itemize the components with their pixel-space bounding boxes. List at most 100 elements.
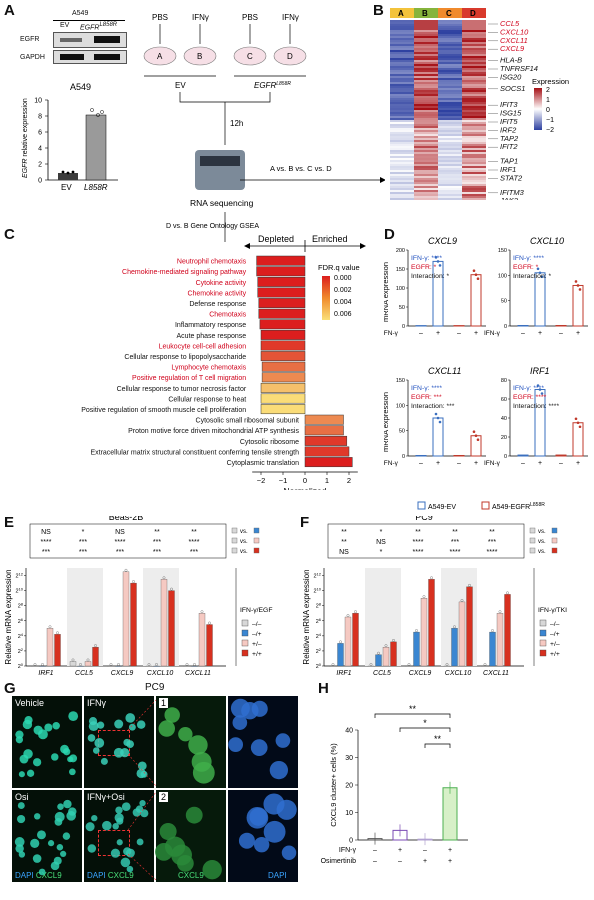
h-sign-ifn: – bbox=[423, 847, 427, 854]
gsea-bar bbox=[259, 319, 306, 330]
cell-nucleus bbox=[177, 854, 194, 872]
cell-nucleus bbox=[85, 822, 95, 832]
d-bar bbox=[534, 272, 546, 327]
cell-nucleus bbox=[112, 823, 119, 830]
heatmap-gene-label: IRF1 bbox=[500, 165, 516, 174]
heatmap-gene-label: ISG15 bbox=[500, 109, 522, 118]
stats-key: vs. bbox=[240, 549, 248, 555]
cell-nucleus bbox=[87, 734, 96, 742]
ef-title: PC9 bbox=[415, 516, 433, 522]
d-y-tick: 0 bbox=[504, 454, 507, 460]
cell-nucleus bbox=[18, 851, 26, 858]
d-stat-text: IFN-γ: **** bbox=[513, 255, 544, 262]
cell-nucleus bbox=[50, 861, 60, 871]
cond-pbs-2: PBS bbox=[242, 13, 258, 22]
bar-title: A549 bbox=[70, 82, 91, 92]
d-x-sign: – bbox=[521, 330, 525, 337]
gsea-bar bbox=[260, 351, 306, 362]
cell-nucleus bbox=[68, 711, 79, 722]
gsea-bar bbox=[261, 372, 306, 383]
stats-key: vs. bbox=[538, 529, 546, 535]
stats-cell: **** bbox=[413, 539, 424, 546]
gsea-bar bbox=[256, 255, 306, 266]
gsea-term-label: Cytokine activity bbox=[196, 280, 247, 287]
heatmap-gene-label: IRF2 bbox=[500, 125, 517, 134]
d-stat-text: EGFR: * bbox=[411, 264, 437, 271]
stats-key: vs. bbox=[538, 549, 546, 555]
d-y-tick: 150 bbox=[396, 378, 405, 384]
ef-bar bbox=[329, 665, 337, 667]
gsea-x-tick: −2 bbox=[257, 476, 266, 485]
cell-nucleus bbox=[159, 823, 177, 841]
bar-l858r bbox=[85, 114, 107, 181]
cell-nucleus bbox=[44, 723, 53, 732]
cell-nucleus bbox=[228, 737, 244, 752]
d-y-tick: 0 bbox=[402, 324, 405, 330]
ef-legend-swatch bbox=[539, 649, 547, 657]
stats-cell: ** bbox=[415, 529, 421, 536]
stats-cell: **** bbox=[450, 549, 461, 556]
h-sign-osi: + bbox=[423, 858, 427, 865]
cell-nucleus bbox=[60, 850, 67, 858]
cell-nucleus bbox=[62, 832, 71, 840]
stats-cell: NS bbox=[41, 529, 51, 536]
heatmap-col-label: D bbox=[470, 9, 476, 18]
stats-cell: **** bbox=[189, 539, 200, 546]
legend-swatch-ev bbox=[417, 501, 426, 510]
stats-cell: * bbox=[82, 529, 85, 536]
ef-bar bbox=[352, 613, 359, 667]
d-y-tick: 50 bbox=[399, 305, 405, 311]
gsea-term-label: Proton motive force driven mitochondrial… bbox=[128, 428, 299, 435]
d-bar bbox=[517, 454, 529, 457]
heatmap-gene-label: TNFRSF14 bbox=[500, 64, 538, 73]
dish-icon bbox=[273, 46, 307, 66]
d-x-sign: – bbox=[419, 460, 423, 467]
ef-bar bbox=[337, 643, 344, 667]
y-tick-label: 0 bbox=[38, 178, 42, 185]
legend-label-ev: A549-EV bbox=[428, 504, 456, 511]
ef-legend-swatch bbox=[539, 619, 547, 627]
heatmap-gene-label: CCL5 bbox=[500, 19, 520, 28]
stats-cell: *** bbox=[79, 549, 87, 556]
d-bar bbox=[432, 260, 444, 327]
legend-swatch-egfr bbox=[481, 501, 490, 510]
ef-bar bbox=[31, 665, 39, 667]
gsea-term-label: Acute phase response bbox=[177, 333, 247, 340]
ef-y-tick: 24 bbox=[18, 632, 24, 640]
stats-key: vs. bbox=[538, 539, 546, 545]
cell-nucleus bbox=[251, 700, 268, 717]
panel-f-chart: ** * ** ** **** NS **** *** ***NS * **** **** ****vs… bbox=[302, 516, 567, 676]
stats-cell: **** bbox=[413, 549, 424, 556]
cell-nucleus bbox=[120, 857, 131, 868]
ef-y-tick: 20 bbox=[316, 662, 322, 670]
cell-nucleus bbox=[230, 698, 250, 718]
gsea-term-label: Cellular response to heat bbox=[168, 396, 246, 403]
cell-nucleus bbox=[16, 814, 26, 824]
cell-nucleus bbox=[100, 757, 108, 765]
ef-bar bbox=[39, 665, 46, 667]
stats-table bbox=[29, 523, 227, 559]
cond-pbs-1: PBS bbox=[152, 13, 168, 22]
ef-bar bbox=[390, 641, 397, 667]
d-bar bbox=[572, 422, 584, 457]
cell-nucleus bbox=[37, 830, 46, 840]
cell-nucleus bbox=[38, 868, 46, 876]
y-tick-label: 2 bbox=[38, 162, 42, 169]
d-y-label: mRNA expression bbox=[384, 262, 390, 322]
h-y-tick: 20 bbox=[345, 783, 353, 790]
ef-legend-label: –/+ bbox=[252, 631, 262, 638]
gsea-term-label: Defense response bbox=[189, 301, 246, 308]
h-sig-label: ** bbox=[434, 734, 442, 744]
h-bar bbox=[442, 787, 458, 841]
fdr-colorbar bbox=[322, 276, 330, 320]
stats-cell: ** bbox=[452, 529, 458, 536]
ef-bar bbox=[375, 654, 382, 667]
cell-nucleus bbox=[123, 738, 131, 747]
hm-colorbar bbox=[534, 88, 542, 130]
cell-nucleus bbox=[18, 771, 25, 778]
cell-nucleus bbox=[94, 738, 105, 748]
cell-nucleus bbox=[250, 739, 268, 756]
ef-bar bbox=[489, 631, 496, 667]
